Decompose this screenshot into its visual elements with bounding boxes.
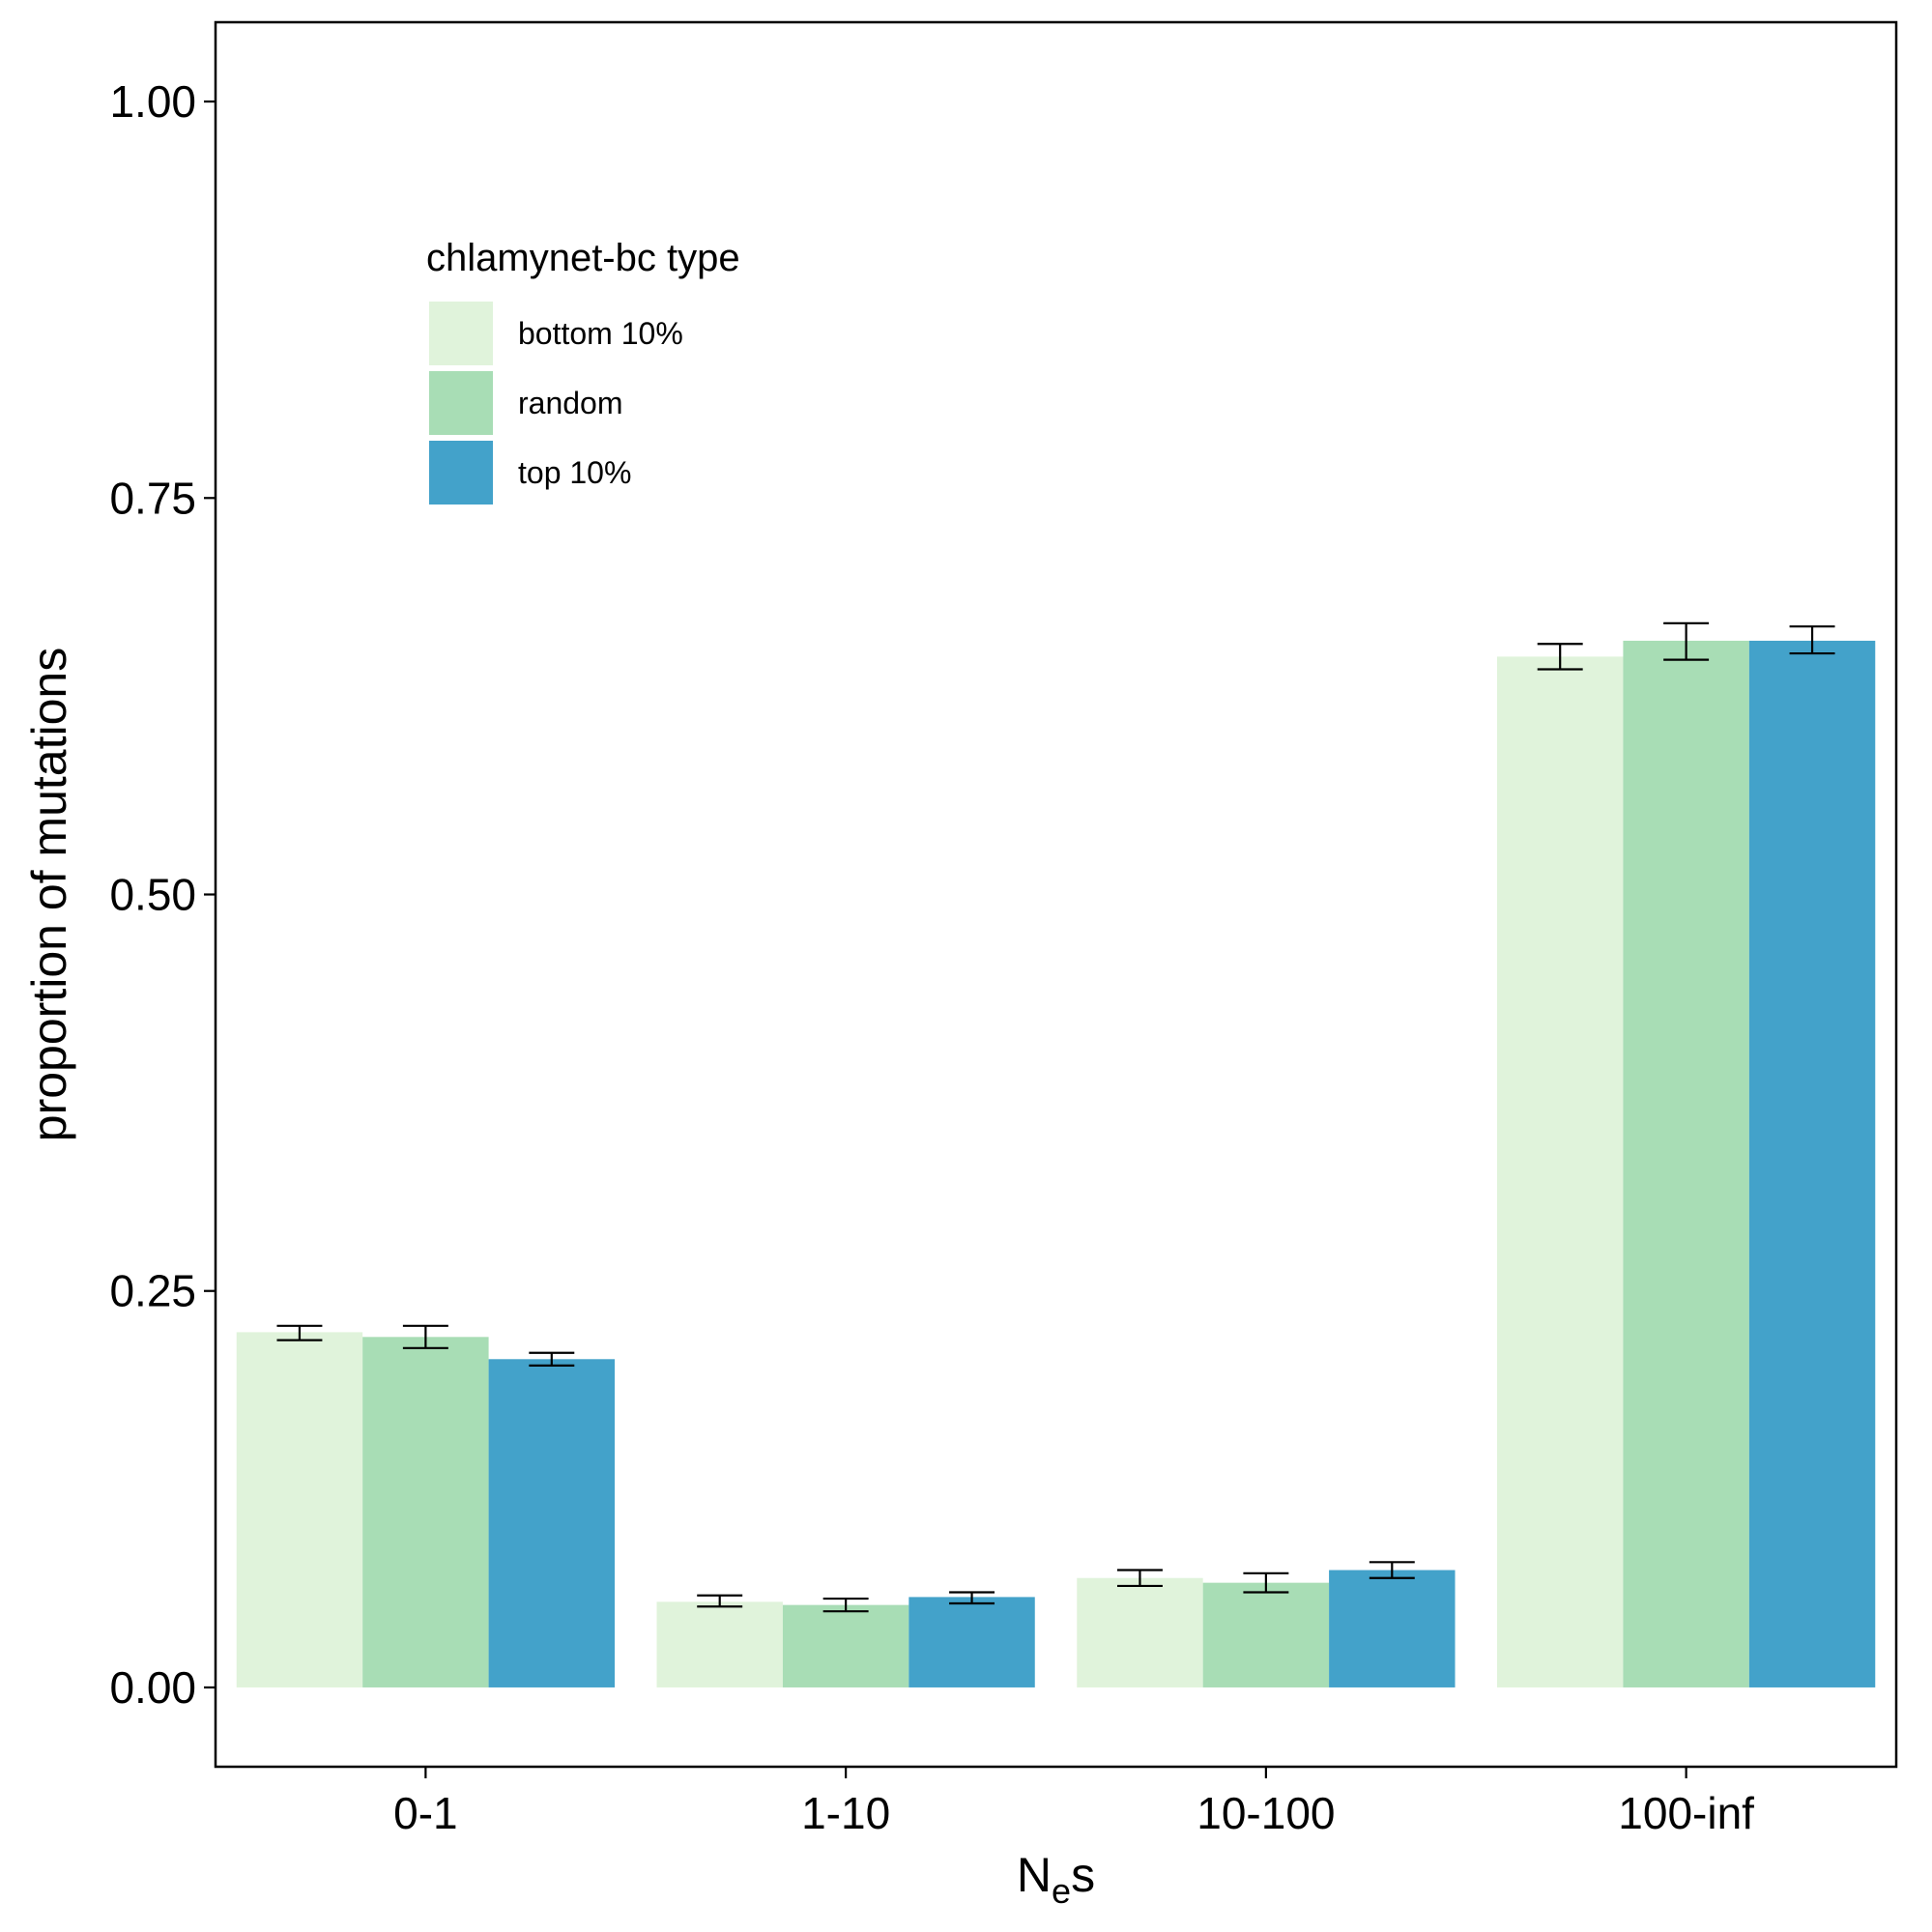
- x-axis-title-subscript: e: [1052, 1871, 1071, 1911]
- y-tick-label: 0.50: [109, 870, 196, 920]
- bar: [1623, 640, 1749, 1687]
- y-tick-label: 0.00: [109, 1662, 196, 1713]
- legend-label: top 10%: [518, 455, 631, 490]
- error-bar: [402, 1324, 448, 1349]
- error-bar: [1789, 625, 1835, 655]
- x-tick-label: 0-1: [393, 1788, 457, 1838]
- error-bar: [822, 1597, 869, 1613]
- bar: [488, 1359, 616, 1687]
- error-bar: [276, 1324, 323, 1341]
- bar: [1496, 656, 1624, 1687]
- y-axis-title: proportion of mutations: [22, 648, 76, 1141]
- legend-title: chlamynet-bc type: [426, 237, 740, 279]
- x-axis-title-tail: s: [1071, 1848, 1095, 1902]
- bars-layer: [236, 640, 1876, 1687]
- legend-label: random: [518, 386, 623, 420]
- x-axis-title-main: N: [1017, 1848, 1052, 1902]
- error-bar: [1116, 1569, 1163, 1588]
- error-bars-layer: [276, 621, 1835, 1613]
- legend-swatch: [429, 371, 493, 435]
- bar: [908, 1597, 1035, 1687]
- y-tick-label: 0.75: [109, 473, 196, 523]
- error-bar: [1243, 1572, 1289, 1594]
- y-axis: 0.00 0.25 0.50 0.75 1.00: [109, 76, 216, 1713]
- x-tick-label: 1-10: [801, 1788, 890, 1838]
- legend-swatch: [429, 441, 493, 505]
- x-axis: 0-1 1-10 10-100 100-inf: [393, 1767, 1754, 1838]
- bar: [236, 1332, 363, 1687]
- legend-swatch: [429, 302, 493, 365]
- error-bar: [1369, 1561, 1415, 1579]
- bar: [362, 1337, 489, 1687]
- legend-label: bottom 10%: [518, 316, 683, 351]
- y-tick-label: 1.00: [109, 76, 196, 127]
- bar: [1748, 640, 1876, 1687]
- error-bar: [1537, 643, 1583, 671]
- y-tick-label: 0.25: [109, 1266, 196, 1316]
- error-bar: [697, 1594, 743, 1608]
- error-bar: [949, 1591, 995, 1605]
- bar: [656, 1601, 783, 1687]
- legend: chlamynet-bc type bottom 10% random top 10…: [426, 237, 740, 505]
- x-tick-label: 10-100: [1197, 1788, 1335, 1838]
- bar: [1077, 1577, 1203, 1687]
- legend-items: bottom 10% random top 10%: [429, 302, 683, 505]
- x-tick-label: 100-inf: [1618, 1788, 1754, 1838]
- bar: [782, 1604, 909, 1687]
- error-bar: [529, 1351, 575, 1367]
- bar: [1329, 1570, 1456, 1687]
- x-axis-title: Nes: [1017, 1848, 1095, 1911]
- error-bar: [1663, 621, 1710, 661]
- bar: [1202, 1582, 1330, 1687]
